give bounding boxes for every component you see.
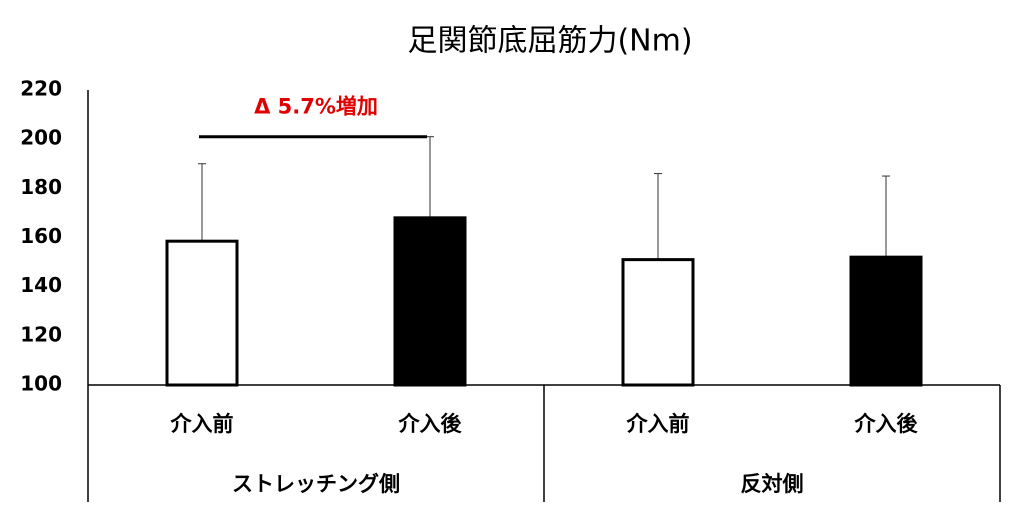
y-tick-label: 160: [20, 224, 62, 248]
y-tick-label: 180: [20, 175, 62, 199]
x-tick-label: 介入後: [398, 412, 463, 436]
group-label: 反対側: [741, 472, 804, 496]
x-tick-label: 介入後: [854, 412, 919, 436]
bar: [849, 255, 923, 387]
x-tick-label: 介入前: [626, 412, 690, 436]
x-tick-label: 介入前: [170, 412, 234, 436]
y-tick-label: 120: [20, 322, 62, 346]
annotation-text: Δ 5.7%増加: [254, 95, 378, 119]
bar: [393, 216, 467, 387]
y-tick-label: 200: [20, 126, 62, 150]
bar: [621, 258, 695, 387]
y-tick-label: 220: [20, 77, 62, 101]
chart-title: 足関節底屈筋力(Nm): [407, 24, 692, 59]
y-tick-label: 140: [20, 273, 62, 297]
bar: [165, 239, 239, 387]
y-tick-label: 100: [20, 372, 62, 396]
group-label: ストレッチング側: [232, 472, 400, 496]
